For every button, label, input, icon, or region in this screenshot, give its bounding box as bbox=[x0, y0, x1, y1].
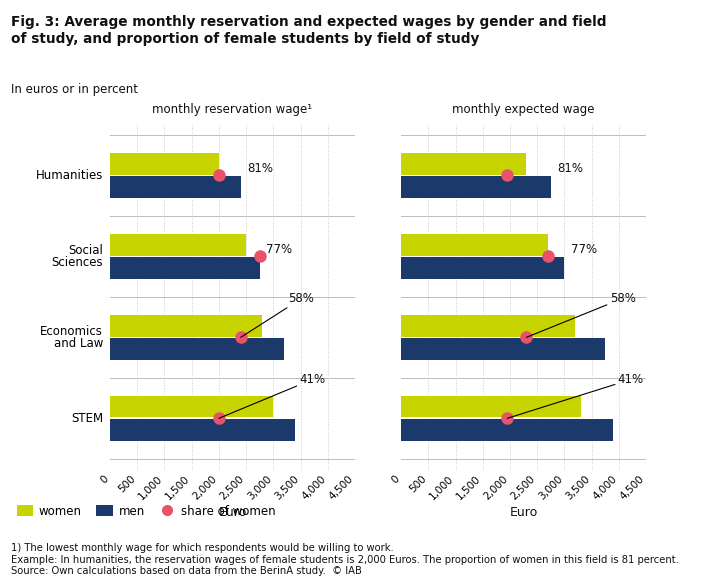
Title: monthly expected wage: monthly expected wage bbox=[452, 103, 595, 116]
Text: Fig. 3: Average monthly reservation and expected wages by gender and field
of st: Fig. 3: Average monthly reservation and … bbox=[11, 15, 606, 46]
Text: Source: Own calculations based on data from the BerinA study.  © IAB: Source: Own calculations based on data f… bbox=[11, 566, 361, 576]
X-axis label: Euro: Euro bbox=[510, 506, 537, 519]
Bar bbox=[401, 419, 613, 441]
Text: 41%: 41% bbox=[219, 373, 326, 418]
Text: 41%: 41% bbox=[507, 373, 644, 418]
Text: 58%: 58% bbox=[526, 292, 635, 338]
Text: In euros or in percent: In euros or in percent bbox=[11, 83, 138, 96]
Title: monthly reservation wage¹: monthly reservation wage¹ bbox=[153, 103, 312, 116]
X-axis label: Euro: Euro bbox=[219, 506, 246, 519]
Text: 77%: 77% bbox=[571, 243, 597, 256]
Bar bbox=[110, 257, 260, 279]
Bar bbox=[401, 395, 581, 418]
Legend: women, men, share of women: women, men, share of women bbox=[16, 505, 276, 518]
Text: 77%: 77% bbox=[266, 243, 293, 256]
Bar bbox=[110, 338, 284, 360]
Bar bbox=[110, 315, 263, 336]
Text: 1) The lowest monthly wage for which respondents would be willing to work.: 1) The lowest monthly wage for which res… bbox=[11, 543, 393, 553]
Text: 81%: 81% bbox=[557, 163, 584, 176]
Bar bbox=[401, 234, 548, 256]
Bar bbox=[110, 176, 241, 198]
Bar bbox=[110, 234, 246, 256]
Bar bbox=[401, 257, 564, 279]
Text: 58%: 58% bbox=[241, 292, 315, 338]
Bar bbox=[401, 338, 605, 360]
Bar bbox=[401, 176, 551, 198]
Bar bbox=[401, 315, 575, 336]
Text: Example: In humanities, the reservation wages of female students is 2,000 Euros.: Example: In humanities, the reservation … bbox=[11, 555, 679, 565]
Bar bbox=[401, 153, 526, 175]
Bar bbox=[110, 153, 219, 175]
Text: 81%: 81% bbox=[247, 163, 273, 176]
Bar bbox=[110, 395, 273, 418]
Bar bbox=[110, 419, 295, 441]
